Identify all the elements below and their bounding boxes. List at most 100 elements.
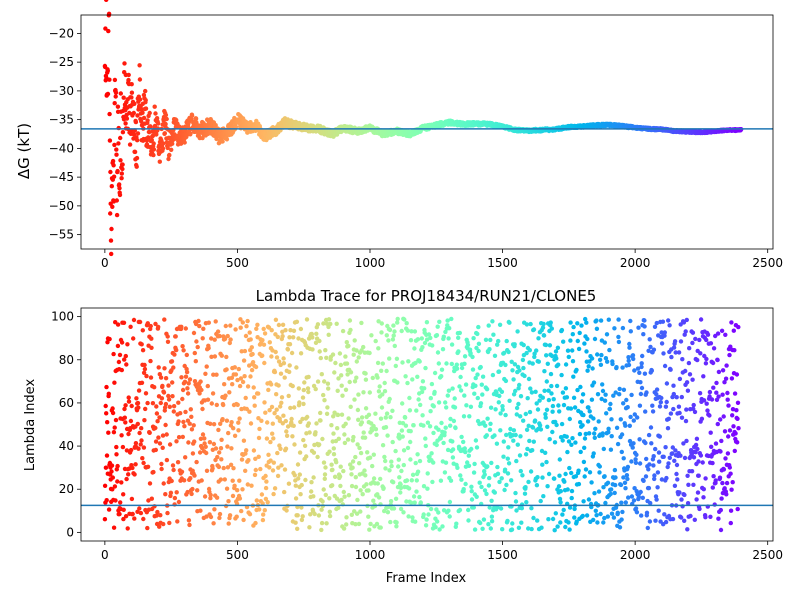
data-point bbox=[287, 369, 292, 375]
data-point bbox=[646, 485, 652, 491]
data-point bbox=[521, 342, 526, 348]
data-point bbox=[558, 500, 563, 505]
data-point bbox=[540, 325, 546, 330]
data-point bbox=[584, 513, 590, 518]
data-point bbox=[480, 374, 486, 379]
data-point bbox=[328, 321, 333, 327]
data-point bbox=[348, 462, 353, 467]
data-point bbox=[698, 317, 704, 322]
data-point bbox=[556, 403, 561, 408]
data-point bbox=[603, 392, 608, 397]
data-point bbox=[357, 461, 362, 466]
data-point bbox=[379, 368, 384, 373]
data-point bbox=[549, 326, 554, 331]
data-point bbox=[146, 135, 151, 140]
data-point bbox=[412, 500, 417, 505]
x-tick-label: 2500 bbox=[752, 548, 783, 562]
data-point bbox=[167, 442, 173, 447]
data-point bbox=[136, 446, 141, 451]
data-point bbox=[655, 470, 661, 475]
data-point bbox=[410, 472, 416, 477]
data-point bbox=[248, 421, 254, 426]
data-point bbox=[442, 430, 447, 435]
data-point bbox=[563, 362, 569, 367]
data-point bbox=[663, 445, 668, 450]
data-point bbox=[573, 474, 579, 479]
data-point bbox=[296, 336, 301, 341]
data-point bbox=[279, 463, 284, 468]
data-point bbox=[413, 519, 418, 524]
data-point bbox=[253, 467, 258, 473]
data-point bbox=[176, 419, 181, 424]
data-point bbox=[346, 493, 352, 498]
data-point bbox=[122, 61, 127, 66]
data-point bbox=[131, 110, 136, 116]
data-point bbox=[431, 404, 436, 409]
data-point bbox=[420, 413, 425, 418]
y-tick-label: 100 bbox=[51, 310, 74, 324]
data-point bbox=[139, 119, 144, 124]
data-point bbox=[121, 516, 126, 522]
data-point bbox=[695, 446, 700, 452]
data-point bbox=[286, 393, 291, 399]
data-point bbox=[629, 494, 635, 499]
data-point bbox=[733, 431, 738, 436]
data-point bbox=[226, 499, 231, 504]
data-point bbox=[615, 510, 620, 515]
data-point bbox=[249, 483, 254, 488]
data-point bbox=[564, 434, 569, 439]
data-point bbox=[221, 402, 226, 408]
data-point bbox=[446, 388, 452, 393]
data-point bbox=[448, 478, 454, 483]
data-point bbox=[145, 400, 150, 406]
data-point bbox=[330, 467, 335, 472]
data-point bbox=[650, 403, 655, 408]
data-point bbox=[119, 433, 124, 438]
data-point bbox=[267, 465, 272, 470]
data-point bbox=[502, 487, 507, 493]
lambda-trace-title: Lambda Trace for PROJ18434/RUN21/CLONE5 bbox=[256, 287, 597, 305]
data-point bbox=[486, 323, 491, 328]
data-point bbox=[423, 436, 428, 441]
data-point bbox=[147, 110, 152, 116]
data-point bbox=[229, 446, 234, 451]
data-point bbox=[512, 362, 518, 367]
data-point bbox=[311, 475, 316, 480]
data-point bbox=[219, 437, 224, 442]
data-point bbox=[145, 321, 150, 326]
data-point bbox=[300, 395, 306, 400]
data-point bbox=[213, 446, 219, 451]
data-point bbox=[138, 442, 143, 447]
data-point bbox=[241, 358, 247, 363]
data-point bbox=[263, 496, 269, 502]
data-point bbox=[354, 348, 359, 353]
data-point bbox=[480, 526, 485, 531]
data-point bbox=[121, 320, 127, 325]
data-point bbox=[189, 414, 194, 419]
data-point bbox=[497, 479, 502, 485]
data-point bbox=[112, 425, 117, 430]
data-point bbox=[718, 527, 724, 533]
data-point bbox=[546, 388, 551, 393]
data-point bbox=[451, 418, 457, 424]
data-point bbox=[514, 412, 519, 417]
data-point bbox=[513, 388, 518, 394]
data-point bbox=[303, 477, 308, 483]
data-point bbox=[521, 418, 526, 423]
data-point bbox=[607, 406, 613, 412]
data-point bbox=[232, 483, 237, 488]
data-point bbox=[323, 465, 328, 470]
data-point bbox=[669, 354, 674, 360]
data-point bbox=[476, 348, 481, 354]
data-point bbox=[237, 496, 243, 501]
data-point bbox=[309, 489, 314, 494]
data-point bbox=[158, 375, 164, 380]
data-point bbox=[434, 442, 439, 448]
data-point bbox=[663, 519, 669, 525]
data-point bbox=[617, 392, 622, 397]
data-point bbox=[666, 461, 671, 466]
data-point bbox=[489, 514, 495, 519]
data-point bbox=[554, 356, 559, 361]
data-point bbox=[376, 319, 381, 324]
data-point bbox=[274, 392, 279, 397]
